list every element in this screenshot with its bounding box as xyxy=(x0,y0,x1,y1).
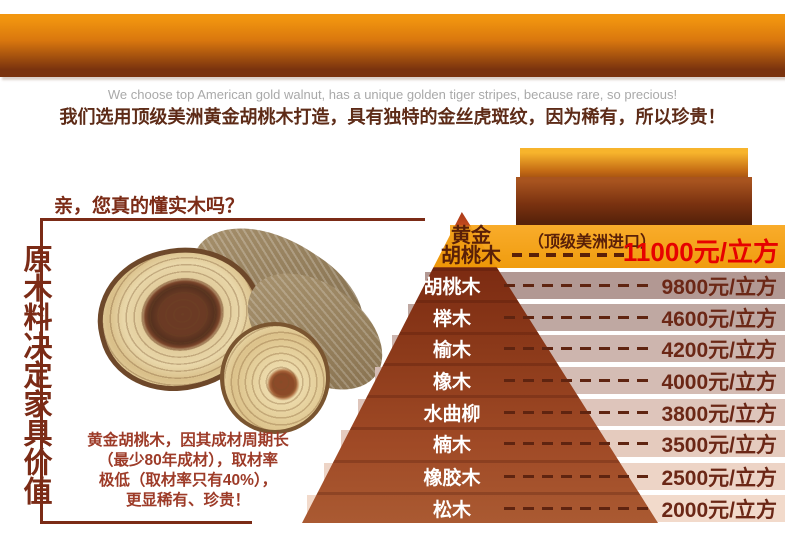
rarity-note: 黄金胡桃木，因其成材周期长 （最少80年成材），取材率 极低（取材率只有40%）… xyxy=(62,431,314,511)
pyramid-row: 松木 2000元/立方 xyxy=(408,495,777,522)
pyramid-band-divider xyxy=(302,460,658,463)
pyramid-row: 橡木 4000元/立方 xyxy=(408,367,777,394)
wood-price: 4600元/立方 xyxy=(661,307,777,331)
wood-price: 4000元/立方 xyxy=(661,370,777,394)
dash-line xyxy=(504,379,650,382)
rarity-note-line: 极低（取材率只有40%）， xyxy=(98,472,278,489)
rarity-note-line: 更显稀有、珍贵！ xyxy=(125,492,250,509)
dash-line xyxy=(512,253,630,257)
pyramid-row: 水曲柳 3800元/立方 xyxy=(408,399,777,426)
rarity-note-line: （最少80年成材），取材率 xyxy=(98,452,278,469)
bracket-top-line xyxy=(40,218,425,221)
dash-line xyxy=(504,347,650,350)
pyramid-band-divider xyxy=(302,492,658,495)
rarity-note-line: 黄金胡桃木，因其成材周期长 xyxy=(87,432,289,449)
import-note: （顶级美洲进口） xyxy=(528,234,657,251)
subtitle-chinese: 我们选用顶级美洲黄金胡桃木打造，具有独特的金丝虎斑纹，因为稀有，所以珍贵！ xyxy=(59,107,726,127)
pyramid-band-divider xyxy=(302,427,658,430)
wood-logs-illustration xyxy=(83,198,404,437)
pyramid-row: 橡胶木 2500元/立方 xyxy=(408,463,777,490)
wood-name: 楠木 xyxy=(432,435,471,456)
wood-name: 水曲柳 xyxy=(423,404,481,425)
bracket-vertical-line xyxy=(40,218,43,524)
wood-price: 4200元/立方 xyxy=(661,338,777,362)
wood-name: 橡胶木 xyxy=(423,468,481,489)
page-title: 我是最好的黄金胡桃木 xyxy=(0,14,785,77)
wood-name: 榆木 xyxy=(432,340,471,361)
pyramid-row: 榉木 4600元/立方 xyxy=(408,304,777,331)
dash-line xyxy=(504,284,650,287)
wood-price: 3500元/立方 xyxy=(661,433,777,457)
bracket-bottom-line xyxy=(40,521,252,524)
pyramid-row: 榆木 4200元/立方 xyxy=(408,335,777,362)
wood-price: 11000元/立方 xyxy=(622,237,779,267)
pyramid-row-gold-walnut: 黄金 胡桃木 （顶级美洲进口） 11000元/立方 xyxy=(430,225,779,268)
pyramid-band-divider xyxy=(302,363,658,366)
wood-name: 橡木 xyxy=(432,372,471,393)
pyramid-band-divider xyxy=(302,300,658,303)
pyramid-band-divider xyxy=(302,268,658,271)
vertical-slogan: 原木料决定家具价值 xyxy=(19,244,51,505)
small-log-cut-face xyxy=(220,322,330,434)
wood-price: 2000元/立方 xyxy=(661,498,777,522)
wood-name: 榉木 xyxy=(432,309,471,330)
wood-name: 黄金 胡桃木 xyxy=(441,225,501,267)
wood-price: 9800元/立方 xyxy=(661,275,777,299)
wood-price: 2500元/立方 xyxy=(661,466,777,490)
dash-line xyxy=(504,442,650,445)
brand-heading-line2: 美洲胡桃木 xyxy=(516,177,752,226)
question-heading: 亲，您真的懂实木吗？ xyxy=(54,196,245,217)
dash-line xyxy=(504,316,650,319)
wood-name: 胡桃木 xyxy=(423,277,481,298)
price-band-gold-walnut xyxy=(450,225,785,268)
pyramid-band-divider xyxy=(302,332,658,335)
pyramid-row: 胡桃木 9800元/立方 xyxy=(408,272,777,299)
subtitle-english: We choose top American gold walnut, has … xyxy=(107,87,678,102)
wood-name: 松木 xyxy=(432,500,471,521)
dash-line xyxy=(504,507,650,510)
pyramid-row: 楠木 3500元/立方 xyxy=(408,430,777,457)
dash-line xyxy=(504,411,650,414)
wood-price: 3800元/立方 xyxy=(661,402,777,426)
dash-line xyxy=(504,475,650,478)
pyramid-band-divider xyxy=(302,395,658,398)
